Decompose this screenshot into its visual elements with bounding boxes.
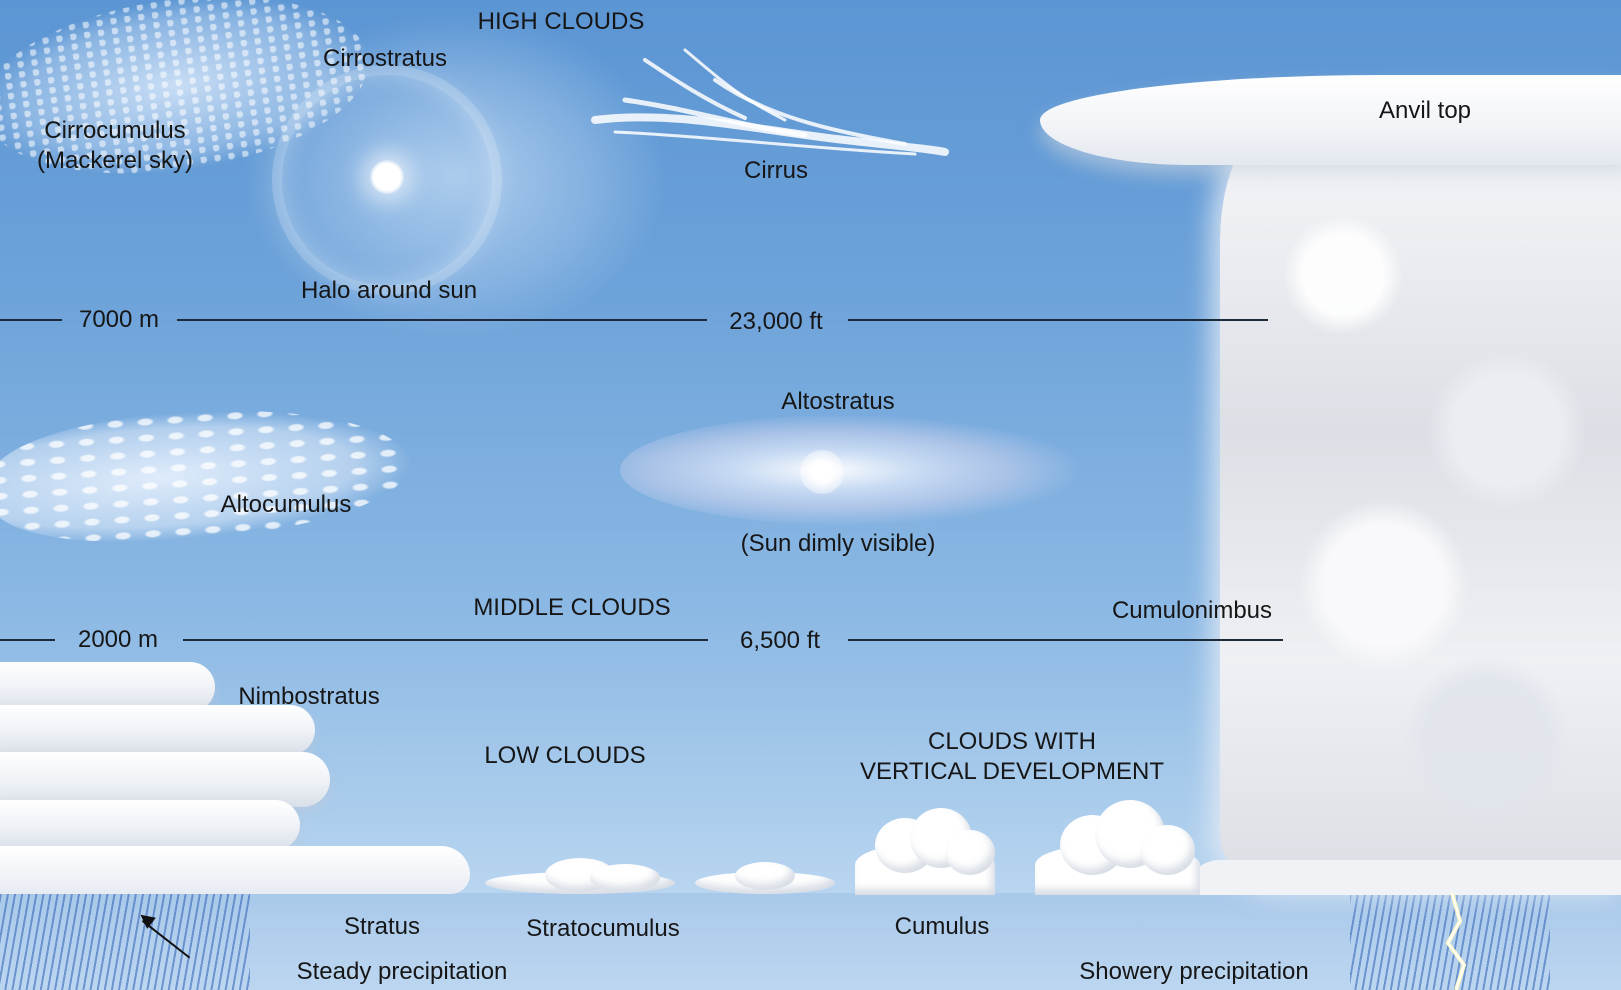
- label-halo: Halo around sun: [300, 277, 478, 304]
- cumulonimbus-tower: [1220, 120, 1621, 895]
- cumulonimbus-base: [1185, 860, 1621, 895]
- altitude-line-7000m-mid: [177, 319, 707, 321]
- label-altocumulus: Altocumulus: [220, 491, 352, 518]
- altitude-line-7000m-left: [0, 319, 62, 321]
- altitude-line-7000m-right: [848, 319, 1268, 321]
- nimbostratus-layer: [0, 752, 330, 807]
- cumulus-puff: [945, 830, 995, 875]
- cumulus-puff: [1140, 825, 1195, 875]
- cirrus-cloud: [591, 48, 949, 156]
- nimbostratus-layer: [0, 705, 315, 755]
- cirrostratus-haze: [240, 10, 670, 340]
- stratocumulus-puff: [590, 864, 660, 892]
- altitude-23000ft: 23,000 ft: [729, 308, 823, 335]
- section-high-clouds: HIGH CLOUDS: [477, 8, 645, 35]
- label-cirrus: Cirrus: [744, 157, 808, 184]
- nimbostratus-layer: [0, 662, 215, 712]
- altitude-line-2000m-left: [0, 639, 55, 641]
- anvil-top-cloud: [1040, 75, 1621, 165]
- section-low-clouds: LOW CLOUDS: [484, 742, 646, 769]
- label-cirrocumulus: Cirrocumulus (Mackerel sky): [36, 117, 194, 174]
- label-cumulonimbus: Cumulonimbus: [1111, 597, 1273, 624]
- label-cumulus: Cumulus: [894, 913, 990, 940]
- lightning-bolt-icon: [1445, 893, 1467, 990]
- stratus-cloud: [0, 846, 470, 894]
- altitude-line-2000m-mid: [183, 639, 708, 641]
- altitude-2000m: 2000 m: [77, 626, 159, 653]
- label-stratus: Stratus: [343, 913, 421, 940]
- label-stratocumulus: Stratocumulus: [526, 915, 680, 942]
- sun-icon: [370, 160, 404, 194]
- altitude-line-2000m-right: [848, 639, 1283, 641]
- altitude-6500ft: 6,500 ft: [739, 627, 821, 654]
- stratocumulus-puff: [735, 862, 795, 890]
- steady-precipitation-rain: [0, 893, 250, 990]
- label-showery-precipitation: Showery precipitation: [1079, 958, 1309, 985]
- label-anvil-top: Anvil top: [1378, 97, 1472, 124]
- label-altostratus: Altostratus: [781, 388, 895, 415]
- altocumulus-cloud: [0, 397, 414, 552]
- altitude-7000m: 7000 m: [78, 306, 160, 333]
- label-cirrostratus: Cirrostratus: [322, 45, 448, 72]
- section-middle-clouds: MIDDLE CLOUDS: [473, 594, 671, 621]
- section-vertical-development: CLOUDS WITH VERTICAL DEVELOPMENT: [859, 728, 1165, 785]
- label-sun-dimly-visible: (Sun dimly visible): [740, 530, 936, 557]
- nimbostratus-layer: [0, 800, 300, 850]
- label-steady-precipitation: Steady precipitation: [296, 958, 508, 985]
- label-nimbostratus: Nimbostratus: [238, 683, 380, 710]
- altostratus-cloud: [620, 415, 1080, 525]
- dim-sun-icon: [800, 450, 844, 494]
